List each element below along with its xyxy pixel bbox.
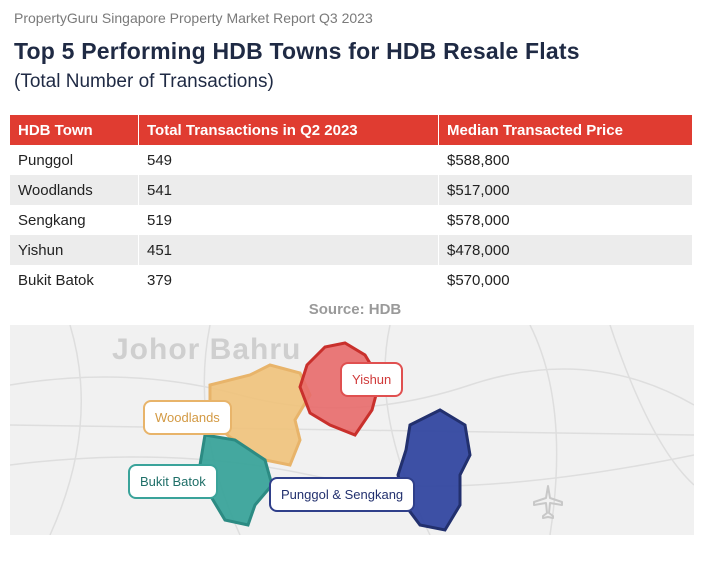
cell-transactions: 451	[138, 235, 439, 265]
column-header-town: HDB Town	[10, 115, 139, 145]
column-header-price: Median Transacted Price	[438, 115, 692, 145]
table-row: Woodlands 541 $517,000	[10, 175, 692, 205]
cell-transactions: 519	[138, 205, 439, 235]
cell-price: $578,000	[438, 205, 692, 235]
source-note: Source: HDB	[308, 301, 402, 318]
cell-town: Bukit Batok	[18, 271, 94, 289]
cell-transactions: 549	[138, 145, 439, 175]
map-label-woodlands: Woodlands	[143, 400, 232, 435]
cell-town: Sengkang	[18, 211, 86, 229]
cell-price: $517,000	[438, 175, 692, 205]
cell-transactions: 379	[138, 265, 439, 295]
cell-price: $570,000	[438, 265, 692, 295]
table-row: Bukit Batok 379 $570,000	[10, 265, 692, 295]
page-subtitle: (Total Number of Transactions)	[14, 71, 274, 92]
page-title: Top 5 Performing HDB Towns for HDB Resal…	[14, 38, 580, 64]
cell-transactions: 541	[138, 175, 439, 205]
table-header-row: HDB Town Total Transactions in Q2 2023 M…	[10, 115, 692, 145]
report-label: PropertyGuru Singapore Property Market R…	[14, 10, 373, 26]
cell-price: $478,000	[438, 235, 692, 265]
map-basemap	[10, 325, 694, 535]
map-place-label: Johor Bahru	[112, 333, 302, 366]
map-graphic: Johor Bahru Yishun Woodlands Bukit Batok…	[10, 325, 694, 535]
table-row: Sengkang 519 $578,000	[10, 205, 692, 235]
column-header-transactions: Total Transactions in Q2 2023	[138, 115, 439, 145]
cell-town: Woodlands	[10, 175, 139, 205]
table-row: Yishun 451 $478,000	[10, 235, 692, 265]
cell-town: Yishun	[10, 235, 139, 265]
cell-price: $588,800	[438, 145, 692, 175]
cell-town: Punggol	[18, 151, 74, 169]
map-label-bukit-batok: Bukit Batok	[128, 464, 218, 499]
region-punggol-sengkang	[396, 408, 472, 532]
table-row: Punggol 549 $588,800	[10, 145, 692, 175]
airplane-icon	[533, 485, 563, 519]
map-label-punggol-sengkang: Punggol & Sengkang	[269, 477, 416, 512]
map-label-yishun: Yishun	[340, 362, 404, 397]
transactions-table: HDB Town Total Transactions in Q2 2023 M…	[10, 115, 692, 295]
